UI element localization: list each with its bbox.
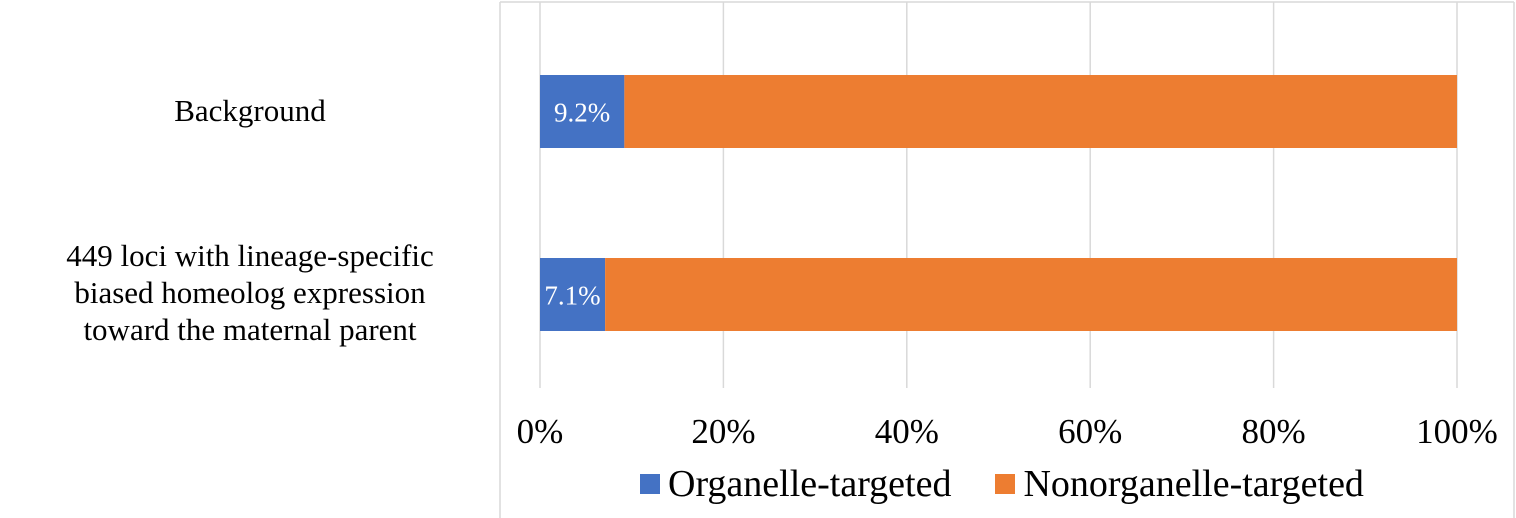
legend: Organelle-targeted Nonorganelle-targeted — [640, 462, 1408, 506]
x-tick-label: 80% — [1242, 412, 1306, 451]
category-label-line: biased homeolog expression — [74, 275, 426, 310]
category-label-449-loci: 449 loci with lineage-specific biased hom… — [20, 237, 480, 348]
x-tick-label: 100% — [1416, 412, 1498, 451]
x-tick-label: 60% — [1058, 412, 1122, 451]
legend-item-organelle: Organelle-targeted — [640, 462, 951, 506]
x-tick-label: 20% — [691, 412, 755, 451]
category-label-background: Background — [20, 92, 480, 129]
x-tick-label: 0% — [517, 412, 564, 451]
bar-segment-nonorganelle — [624, 75, 1457, 148]
legend-label-organelle: Organelle-targeted — [668, 463, 952, 505]
legend-label-nonorganelle: Nonorganelle-targeted — [1023, 463, 1364, 505]
legend-swatch-organelle — [640, 474, 660, 494]
legend-swatch-nonorganelle — [995, 474, 1016, 494]
legend-item-nonorganelle: Nonorganelle-targeted — [995, 462, 1364, 506]
bar-segment-organelle — [540, 258, 606, 331]
data-label: 7.1% — [544, 281, 600, 311]
data-label: 9.2% — [554, 98, 610, 128]
x-tick-label: 40% — [875, 412, 939, 451]
category-label-line: toward the maternal parent — [83, 312, 417, 347]
bar-segment-organelle — [540, 75, 625, 148]
bar-segment-nonorganelle — [605, 258, 1457, 331]
category-label-line: 449 loci with lineage-specific — [66, 238, 434, 273]
category-label-line: Background — [174, 93, 326, 128]
